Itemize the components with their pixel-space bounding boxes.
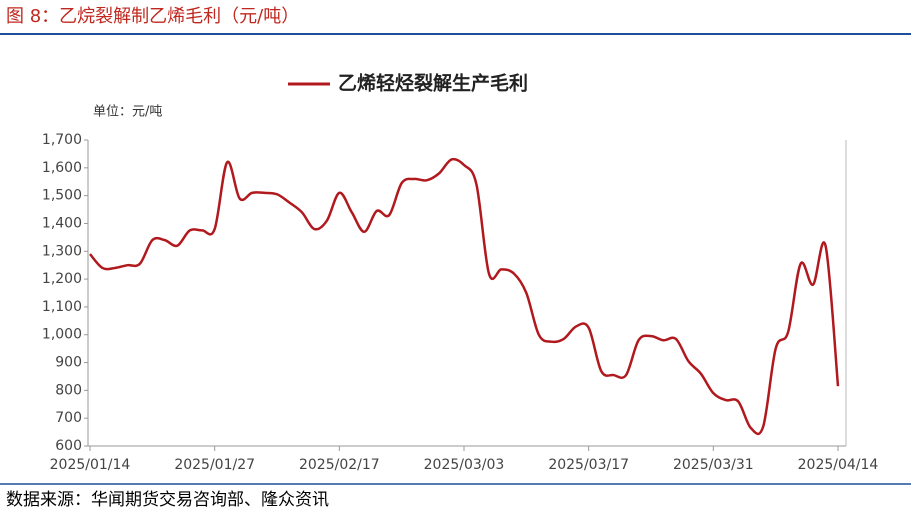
x-tick-label: 2025/03/31	[673, 457, 754, 473]
x-tick-label: 2025/03/17	[548, 457, 629, 473]
y-tick-label: 1,500	[42, 188, 82, 204]
series-line	[89, 157, 840, 436]
y-tick-label: 1,700	[42, 132, 82, 148]
y-tick-label: 1,100	[42, 299, 82, 315]
y-tick-label: 1,300	[42, 243, 82, 259]
y-tick-label: 1,400	[42, 215, 82, 231]
source: 数据来源：华闻期货交易咨询部、隆众资讯	[6, 490, 329, 510]
y-tick-label: 800	[55, 382, 82, 398]
figure-title: 图 8：乙烷裂解制乙烯毛利（元/吨）	[6, 6, 299, 27]
y-tick-label: 1,600	[42, 160, 82, 176]
x-tick-label: 2025/01/27	[174, 457, 255, 473]
y-tick-label: 600	[55, 438, 82, 454]
unit-label: 单位：元/吨	[93, 105, 162, 120]
x-tick-label: 2025/01/14	[50, 457, 131, 473]
y-tick-label: 900	[55, 355, 82, 371]
y-tick-label: 700	[55, 410, 82, 426]
y-tick-label: 1,200	[42, 271, 82, 287]
x-tick-label: 2025/04/14	[798, 457, 879, 473]
legend-label: 乙烯轻烃裂解生产毛利	[338, 72, 528, 95]
y-tick-label: 1,000	[42, 327, 82, 343]
x-tick-label: 2025/03/03	[424, 457, 505, 473]
x-tick-label: 2025/02/17	[299, 457, 380, 473]
